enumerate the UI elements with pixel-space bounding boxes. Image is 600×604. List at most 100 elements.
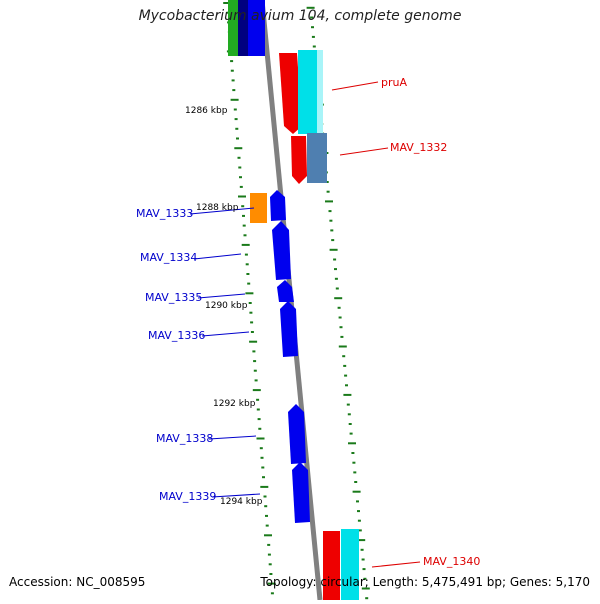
scale-tick [361, 587, 370, 590]
scale-tick [310, 16, 314, 19]
scale-tick [330, 229, 334, 232]
scale-tick [244, 253, 248, 256]
scale-tick [357, 519, 361, 522]
gene-label-MAV_1335[interactable]: MAV_1335 [145, 291, 202, 304]
scale-tick [338, 316, 342, 319]
scale-tick [351, 452, 355, 454]
label-leader-lines [189, 81, 421, 568]
scale-tick [345, 384, 348, 387]
scale-tick [234, 118, 238, 121]
gene-MAV_1340[interactable] [323, 529, 359, 600]
scale-tick [249, 311, 253, 314]
scale-tick [250, 321, 254, 324]
scale-tick [231, 79, 235, 82]
scale-tick [363, 577, 367, 580]
scale-tick [270, 592, 274, 595]
scale-tick [365, 597, 369, 600]
scale-tick [357, 510, 360, 513]
gene-label-MAV_1339[interactable]: MAV_1339 [159, 490, 216, 503]
scale-tick [245, 263, 249, 266]
gene-label-pruA[interactable]: pruA [381, 76, 407, 89]
scale-tick [241, 205, 245, 208]
gene-label-MAV_1338[interactable]: MAV_1338 [156, 432, 213, 445]
scale-tick [253, 369, 257, 372]
scale-tick [356, 500, 359, 503]
gene-MAV_1333[interactable] [250, 190, 286, 223]
gene-label-MAV_1332[interactable]: MAV_1332 [390, 141, 447, 154]
scale-tick [312, 45, 316, 48]
scale-tick [230, 98, 239, 101]
scale-tick [352, 461, 356, 464]
scale-tick [329, 248, 338, 251]
scale-tick [238, 166, 242, 169]
map-title: Mycobacterium avium 104, complete genome [138, 8, 462, 24]
gene-label-MAV_1334[interactable]: MAV_1334 [140, 251, 197, 264]
gene-MAV_1334[interactable] [272, 221, 291, 280]
scale-tick [260, 456, 264, 459]
scale-tick [261, 466, 265, 469]
scale-tick [230, 69, 234, 72]
scale-tick [354, 481, 358, 483]
scale-tick [264, 505, 268, 508]
scale-tick [334, 297, 343, 300]
scale-tick [347, 413, 351, 416]
gene-label-MAV_1333[interactable]: MAV_1333 [136, 207, 193, 220]
scale-tick [311, 35, 315, 38]
scale-tick [236, 137, 239, 140]
scale-tick [259, 447, 263, 450]
gene-partial-top[interactable] [228, 0, 265, 56]
scale-tick [230, 60, 234, 63]
gene-MAV_1336[interactable] [280, 301, 298, 357]
scale-tick [333, 258, 337, 261]
gene-pruA[interactable] [279, 50, 323, 134]
scale-tick [328, 210, 332, 213]
scale-tick [247, 282, 251, 285]
position-label: 1294 kbp [220, 497, 263, 507]
scale-tick [235, 127, 239, 130]
scale-tick [352, 490, 361, 493]
scale-tick [262, 476, 265, 479]
gene-MAV_1335[interactable] [277, 280, 294, 302]
scale-tick [239, 176, 242, 179]
position-label: 1286 kbp [185, 106, 228, 116]
scale-tick [346, 403, 350, 406]
scale-tick [343, 364, 347, 367]
scale-tick [267, 543, 271, 546]
scale-tick [360, 548, 364, 551]
scale-tick [357, 539, 366, 542]
scale-tick [331, 239, 335, 242]
scale-tick [248, 302, 252, 304]
gene-label-MAV_1340[interactable]: MAV_1340 [423, 555, 480, 568]
scale-tick [264, 534, 272, 537]
scale-tick [337, 306, 341, 309]
scale-tick [254, 379, 258, 382]
scale-tick [334, 277, 338, 280]
gene-MAV_1332[interactable] [291, 133, 327, 184]
scale-ticks-left [223, 2, 276, 595]
position-label: 1290 kbp [205, 301, 248, 311]
scale-tick [237, 156, 241, 159]
scale-tick [256, 437, 265, 440]
scale-tick [241, 243, 250, 246]
gene-MAV_1339[interactable] [292, 462, 310, 523]
gene-label-MAV_1336[interactable]: MAV_1336 [148, 329, 205, 342]
scale-tick [265, 514, 268, 517]
scale-tick [253, 360, 257, 363]
scale-tick [239, 185, 243, 188]
gene-MAV_1338[interactable] [288, 404, 306, 464]
scale-tick [242, 214, 245, 217]
scale-tick [361, 558, 365, 561]
scale-tick [348, 442, 356, 445]
scale-tick [238, 195, 246, 198]
scale-tick [329, 219, 333, 222]
scale-tick [233, 108, 237, 111]
scale-tick [335, 287, 339, 290]
scale-tick [311, 26, 314, 29]
scale-tick [265, 524, 269, 527]
scale-tick [268, 563, 272, 566]
genome-summary-text: Topology: circular; Length: 5,475,491 bp… [260, 575, 590, 589]
scale-tick [249, 340, 258, 343]
scale-tick [242, 224, 246, 227]
scale-tick [267, 582, 276, 585]
